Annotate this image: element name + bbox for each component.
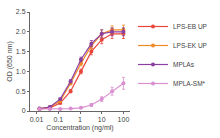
svg-text:LPS-EB UP: LPS-EB UP [173, 23, 207, 30]
svg-text:1.0: 1.0 [16, 68, 26, 75]
svg-text:LPS-EK UP: LPS-EK UP [173, 42, 207, 49]
svg-text:0.5: 0.5 [16, 88, 26, 95]
svg-text:0: 0 [22, 107, 26, 114]
svg-text:10: 10 [98, 116, 106, 123]
svg-text:2.5: 2.5 [16, 8, 26, 15]
svg-text:1.5: 1.5 [16, 48, 26, 55]
svg-text:0.1: 0.1 [53, 116, 63, 123]
svg-text:100: 100 [118, 116, 130, 123]
svg-text:0.01: 0.01 [30, 116, 44, 123]
svg-text:2.0: 2.0 [16, 28, 26, 35]
svg-text:1: 1 [78, 116, 82, 123]
svg-text:OD (650 nm): OD (650 nm) [6, 41, 14, 81]
svg-text:Concentration (ng/ml): Concentration (ng/ml) [46, 124, 113, 132]
svg-text:MPLAs: MPLAs [173, 61, 195, 68]
svg-text:MPLA-SM*: MPLA-SM* [173, 80, 206, 87]
